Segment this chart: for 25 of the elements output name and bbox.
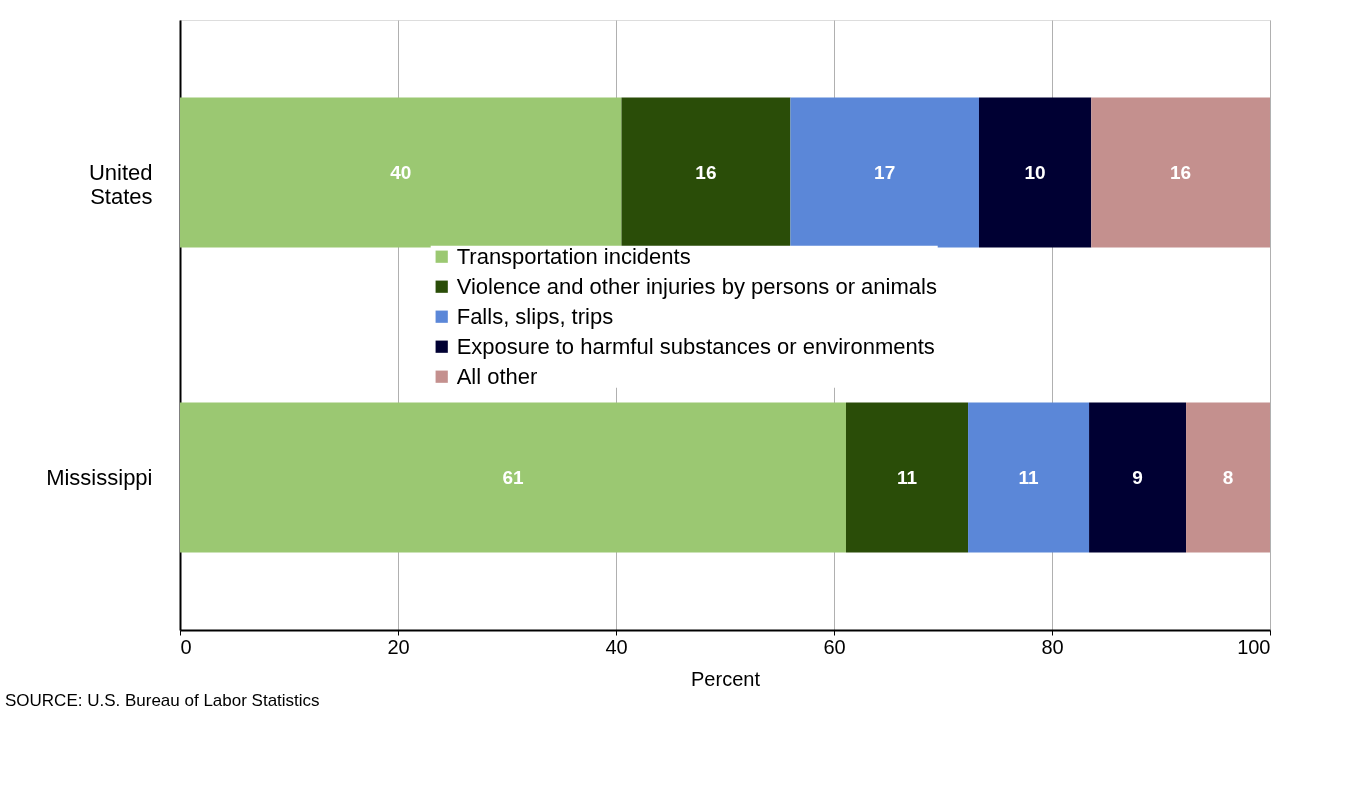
legend-label: Exposure to harmful substances or environments — [456, 333, 935, 359]
data-label: 8 — [1222, 466, 1234, 488]
x-axis-title: Percent — [691, 667, 761, 690]
legend-label: Falls, slips, trips — [456, 303, 614, 329]
data-label: 9 — [1132, 466, 1143, 488]
data-label: 40 — [390, 161, 412, 183]
data-label: 11 — [1018, 466, 1040, 488]
data-label: 10 — [1024, 161, 1046, 183]
data-label: 11 — [896, 466, 918, 488]
y-tick-label: United States — [88, 159, 153, 209]
data-label: 16 — [695, 161, 717, 183]
x-tick-label: 100 — [1237, 635, 1271, 658]
legend-label: Transportation incidents — [456, 243, 691, 269]
x-tick-label: 20 — [387, 635, 410, 658]
x-tick-label: 60 — [823, 635, 846, 658]
x-tick-label: 80 — [1041, 635, 1064, 658]
legend-label: All other — [456, 363, 538, 389]
data-label: 16 — [1170, 161, 1192, 183]
x-tick-label: 0 — [180, 635, 192, 658]
data-label: 61 — [502, 466, 524, 488]
y-tick-label: Mississippi — [46, 464, 153, 490]
source-note: SOURCE: U.S. Bureau of Labor Statistics — [5, 691, 320, 710]
data-label: 17 — [874, 161, 896, 183]
x-tick-label: 40 — [605, 635, 628, 658]
legend-label: Violence and other injuries by persons or animals — [456, 273, 937, 299]
